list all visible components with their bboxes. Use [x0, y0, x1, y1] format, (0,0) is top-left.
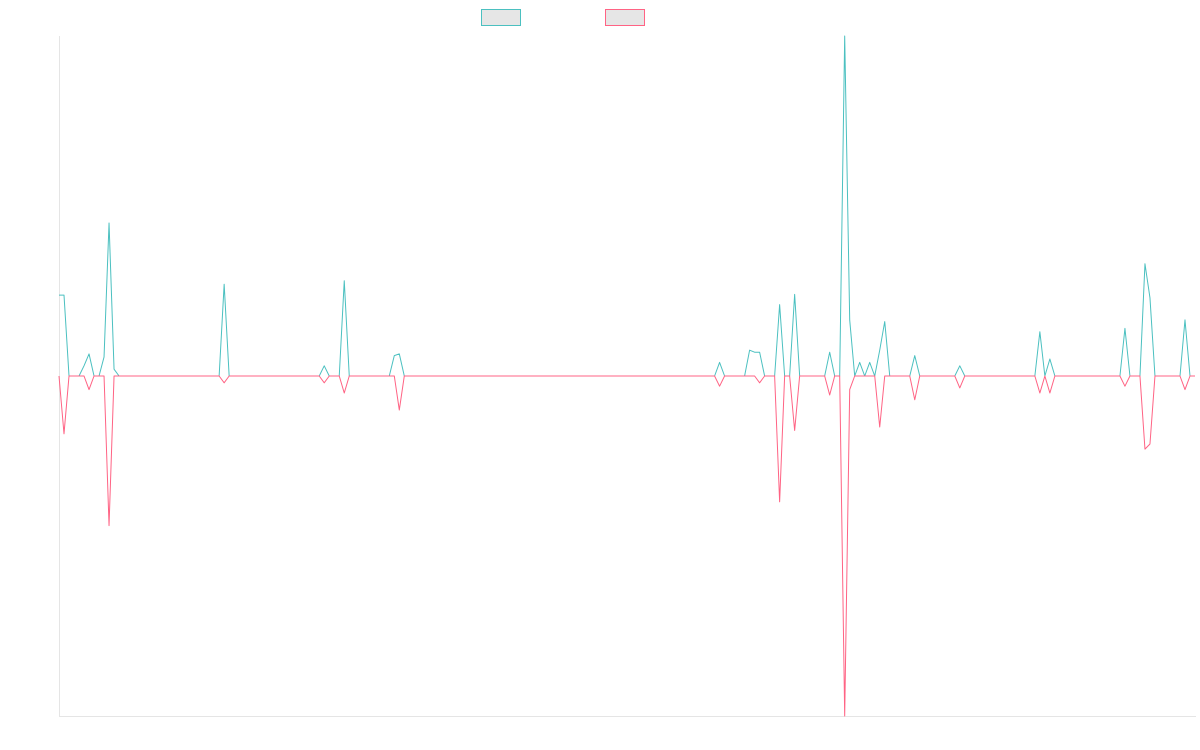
- series-line: [59, 35, 1195, 377]
- legend-swatch: [605, 9, 645, 26]
- legend-swatch: [481, 9, 521, 26]
- series-line: [58, 375, 1195, 717]
